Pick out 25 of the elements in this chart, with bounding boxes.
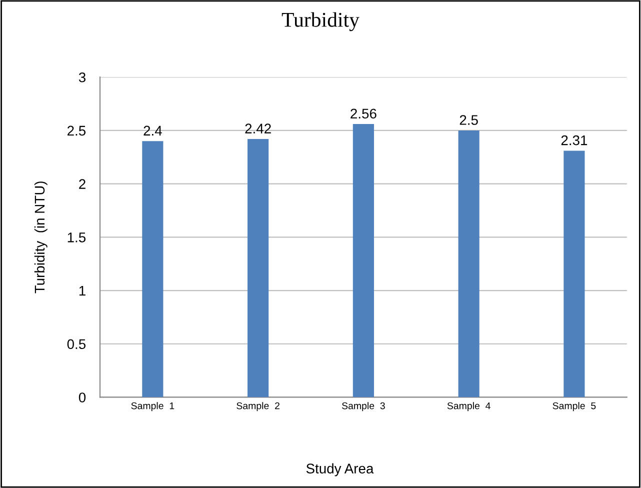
data-label: 2.42 (245, 124, 271, 134)
x-axis-title: Study Area (306, 463, 374, 476)
x-tick-label: Sample 1 (131, 402, 174, 412)
y-tick-label: 2.5 (68, 126, 86, 136)
y-tick-label: 1 (79, 286, 86, 296)
y-axis-title: Turbidity (in NTU) (34, 182, 48, 294)
x-tick-label: Sample 2 (236, 402, 280, 412)
y-tick-label: 0.5 (67, 339, 86, 350)
x-tick-label: Sample 4 (447, 402, 490, 412)
y-tick-label: 1.5 (68, 232, 86, 242)
data-label: 2.56 (350, 108, 376, 119)
bar (458, 130, 480, 398)
y-tick-label: 0 (78, 392, 86, 402)
bar (142, 141, 164, 398)
x-tick-label: Sample 5 (552, 402, 596, 412)
data-label: 2.31 (561, 135, 588, 146)
y-tick-label: 2 (79, 179, 86, 189)
x-tick-label: Sample 3 (342, 402, 385, 412)
bar (564, 150, 585, 398)
data-label: 2.4 (144, 126, 162, 136)
y-tick-label: 3 (78, 72, 86, 82)
bar (248, 138, 269, 398)
data-label: 2.5 (460, 115, 478, 125)
chart-title: Turbidity (282, 12, 360, 32)
bar (352, 124, 374, 398)
